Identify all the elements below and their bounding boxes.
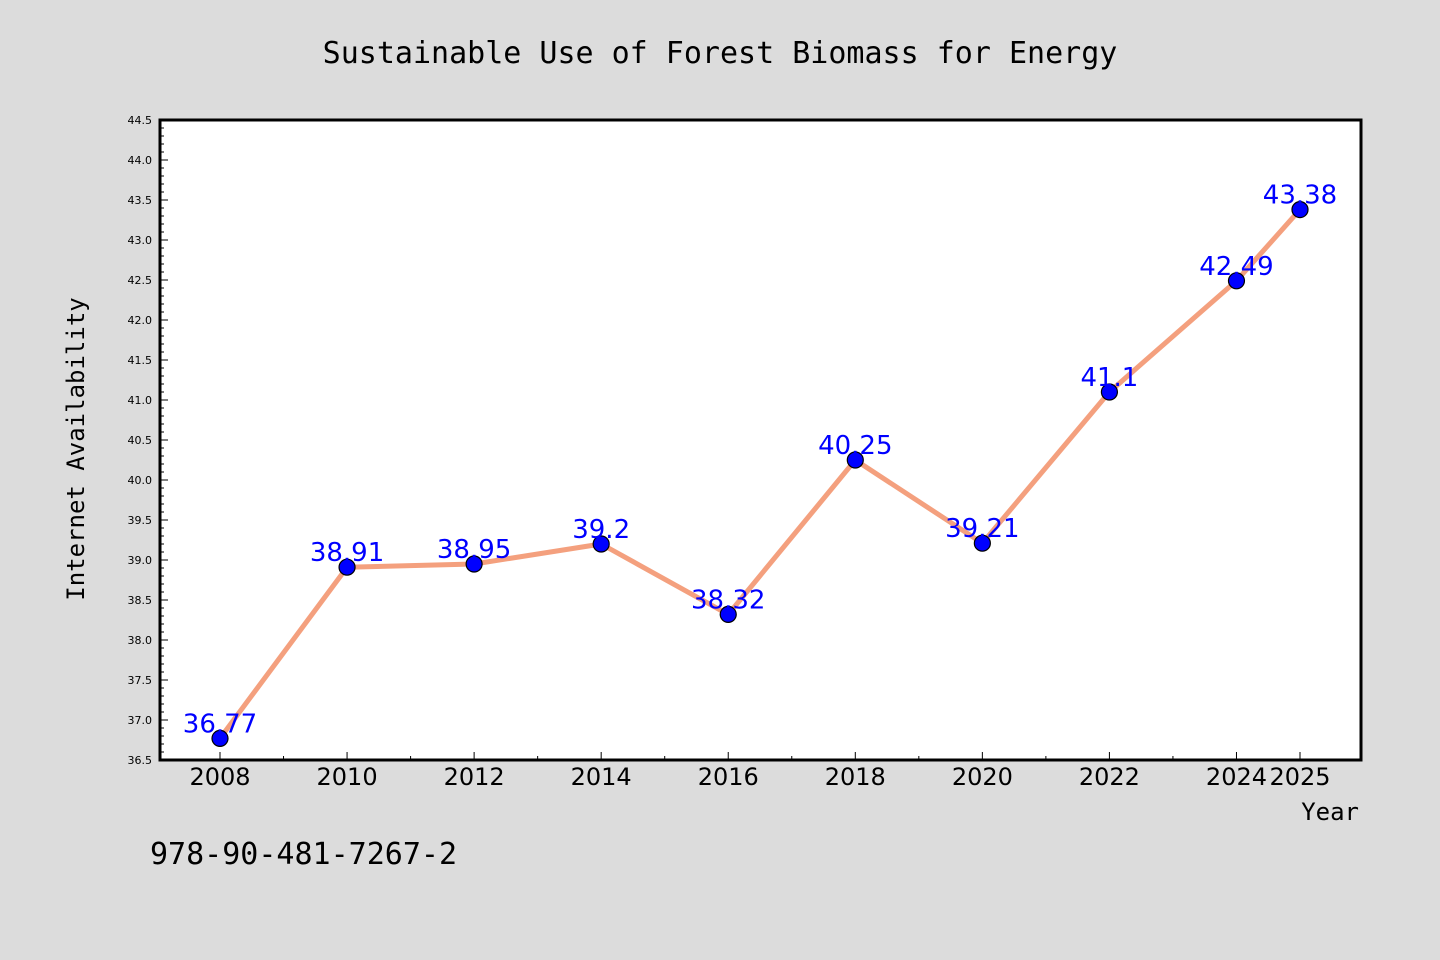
y-tick-label: 44.0 xyxy=(128,154,153,167)
y-tick-label: 42.5 xyxy=(128,274,153,287)
x-tick-label: 2020 xyxy=(952,763,1013,791)
plot-area xyxy=(158,118,1363,762)
data-label: 36.77 xyxy=(183,709,257,739)
data-label: 42.49 xyxy=(1199,252,1273,282)
data-label: 38.95 xyxy=(437,535,511,565)
data-point xyxy=(973,534,991,552)
x-tick-label: 2025 xyxy=(1269,763,1330,791)
data-point xyxy=(338,558,356,576)
y-tick-label: 37.0 xyxy=(128,714,153,727)
series-layer: 36.77 38.91 38.95 39.2 38.32 40.25 39.21 41.1 42… xyxy=(183,181,1337,748)
data-point xyxy=(592,535,610,553)
chart-title: Sustainable Use of Forest Biomass for En… xyxy=(323,36,1118,71)
y-tick-label: 41.5 xyxy=(128,354,153,367)
data-point xyxy=(719,605,737,624)
data-label: 39.2 xyxy=(572,515,630,545)
y-tick-label: 43.5 xyxy=(128,194,153,207)
y-tick-label: 41.0 xyxy=(128,394,153,407)
x-tick-label: 2012 xyxy=(444,763,505,791)
data-label: 43.38 xyxy=(1263,181,1337,211)
data-point xyxy=(1291,201,1309,219)
x-axis: 2008 2010 2012 2014 2016 2018 2020 2022 2024 2025 xyxy=(189,752,1331,791)
y-tick-label: 39.5 xyxy=(128,514,153,527)
y-tick-label: 39.0 xyxy=(128,554,153,567)
x-tick-label: 2008 xyxy=(189,763,250,791)
x-tick-label: 2016 xyxy=(698,763,759,791)
x-tick-label: 2024 xyxy=(1206,763,1267,791)
y-tick-label: 42.0 xyxy=(128,314,153,327)
data-label: 38.32 xyxy=(691,585,765,615)
data-label: 39.21 xyxy=(945,514,1019,544)
data-label: 38.91 xyxy=(310,538,384,568)
data-point xyxy=(1100,383,1119,401)
data-label: 40.25 xyxy=(818,431,892,461)
data-label: 41.1 xyxy=(1080,363,1138,393)
y-tick-label: 38.0 xyxy=(128,634,153,647)
data-point xyxy=(846,451,864,469)
y-tick-label: 36.5 xyxy=(128,754,153,767)
series-line xyxy=(217,207,1303,741)
annotation-text: 978-90-481-7267-2 xyxy=(150,837,457,872)
y-tick-label: 38.5 xyxy=(128,594,153,607)
y-tick-label: 40.5 xyxy=(128,434,153,447)
y-tick-label: 37.5 xyxy=(128,674,153,687)
x-tick-label: 2010 xyxy=(317,763,378,791)
x-tick-label: 2014 xyxy=(571,763,632,791)
data-point xyxy=(211,729,229,748)
data-point xyxy=(465,555,483,573)
y-axis-title: Internet Availability xyxy=(62,297,90,600)
x-axis-title: Year xyxy=(1301,798,1359,826)
y-tick-label: 44.5 xyxy=(128,114,153,127)
y-tick-label: 40.0 xyxy=(128,474,153,487)
x-tick-label: 2018 xyxy=(825,763,886,791)
x-tick-label: 2022 xyxy=(1079,763,1140,791)
y-tick-label: 43.0 xyxy=(128,234,153,247)
y-axis: 36.5 37.0 37.5 38.0 38.5 39.0 39.5 40.0 40.5 41.0… xyxy=(128,114,168,767)
data-point xyxy=(1227,272,1246,290)
